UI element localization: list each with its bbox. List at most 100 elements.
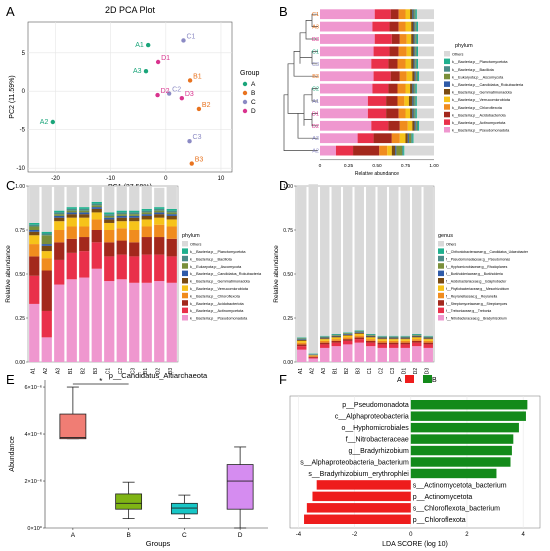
x-tick-label: 10 <box>218 176 225 182</box>
bar-segment <box>331 335 341 336</box>
bar-segment <box>320 342 330 345</box>
bar-segment <box>129 215 140 218</box>
bar-segment <box>343 340 353 345</box>
bar-segment <box>54 212 65 215</box>
bar-segment <box>414 46 416 57</box>
bar-segment <box>423 342 433 345</box>
bar-segment <box>129 186 140 211</box>
bar-segment <box>116 212 127 215</box>
panel-label-c: C <box>6 178 15 193</box>
bar-segment <box>418 46 434 57</box>
legend-swatch <box>444 81 450 87</box>
bar-segment <box>423 347 433 362</box>
lda-bar <box>312 491 411 502</box>
bar-segment <box>141 219 152 227</box>
x-tick-label: 0 <box>319 163 322 169</box>
legend-label: k__Bacteria;p__Bacillota <box>190 257 233 261</box>
legend-label: k__Bacteria;p__Actinomycetota <box>452 121 506 125</box>
bar-segment <box>371 58 389 69</box>
lda-bar <box>410 445 512 456</box>
bar-segment <box>389 340 399 343</box>
bar-segment <box>104 212 115 215</box>
bar-segment <box>29 222 40 225</box>
x-tick-label: A1 <box>298 368 304 374</box>
x-tick-label: C <box>182 532 187 539</box>
bar-segment <box>166 256 177 283</box>
legend-swatch <box>182 300 188 306</box>
bar-segment <box>129 217 140 222</box>
x-tick-label: B3 <box>93 368 99 374</box>
bar-segment <box>353 145 380 156</box>
bar-segment <box>415 120 417 131</box>
bar-segment <box>354 331 364 332</box>
bar-segment <box>308 184 318 354</box>
bar-segment <box>91 205 102 208</box>
legend-swatch <box>438 307 444 314</box>
lda-bar <box>306 503 411 513</box>
bar-segment <box>141 214 152 216</box>
bar-segment <box>320 339 330 341</box>
legend-label: f__Hyphomicrobiaceae;g__Rhodoplanes <box>446 265 508 269</box>
bar-segment <box>405 21 412 32</box>
bar-segment <box>320 347 330 362</box>
bar-segment <box>41 231 52 234</box>
panel-label-a: A <box>6 4 15 19</box>
bar-segment <box>354 337 364 340</box>
bar-segment <box>154 208 165 211</box>
dendrogram <box>283 13 318 151</box>
legend-label: k__Bacteria;p__Verrucomicrobiota <box>190 287 249 291</box>
bar-segment <box>411 34 414 44</box>
legend-swatch <box>182 307 188 314</box>
y-tick-label: 0.25 <box>283 316 293 322</box>
bar-segment <box>400 347 410 362</box>
x-tick-label: A <box>71 532 76 539</box>
bar-segment <box>389 338 399 340</box>
bar-segment <box>91 203 102 206</box>
bar-segment <box>104 215 115 218</box>
bar-segment <box>354 332 364 333</box>
bar-segment <box>377 335 387 337</box>
bar-segment <box>357 133 374 144</box>
bar-segment <box>79 226 90 238</box>
bar-segment <box>400 340 410 343</box>
bar-segment <box>154 212 165 215</box>
bar-segment <box>320 185 330 336</box>
bar-segment <box>91 186 102 202</box>
bar-segment <box>404 96 409 106</box>
bar-segment <box>116 210 127 213</box>
bar-segment <box>79 212 90 215</box>
bar-segment <box>407 133 409 144</box>
bar-segment <box>412 339 422 341</box>
bar-segment <box>366 335 376 337</box>
lda-bar <box>410 422 519 433</box>
legend-label: k__Bacteria;p__Actinomycetota <box>190 309 244 313</box>
x-axis-label: LDA SCORE (log 10) <box>382 541 448 548</box>
bar-segment <box>412 334 422 336</box>
bar-segment <box>297 337 307 339</box>
bar-segment <box>297 340 307 343</box>
bar-segment <box>413 83 415 94</box>
x-tick-label: D1 <box>143 368 149 375</box>
bar-segment <box>66 186 77 208</box>
lda-bar <box>410 468 497 479</box>
x-tick-label: -4 <box>296 532 302 538</box>
bar-segment <box>116 228 127 241</box>
bar-segment <box>398 9 406 20</box>
x-tick-label: A2 <box>43 368 49 374</box>
bar-segment <box>154 187 165 208</box>
bar-segment <box>79 208 90 211</box>
bar-segment <box>354 331 364 333</box>
bar-segment <box>66 279 77 362</box>
bar-segment <box>116 217 127 222</box>
pca-point <box>189 161 194 166</box>
sample-label: A1 <box>312 99 319 105</box>
bar-segment <box>396 145 403 156</box>
bar-segment <box>320 34 375 44</box>
bar-segment <box>415 46 417 57</box>
bar-segment <box>416 108 434 119</box>
pca-point <box>155 59 161 65</box>
y-tick-label: 0 <box>22 89 26 95</box>
bar-segment <box>141 215 152 220</box>
y-tick-label: 6×10⁻⁶ <box>24 384 42 391</box>
